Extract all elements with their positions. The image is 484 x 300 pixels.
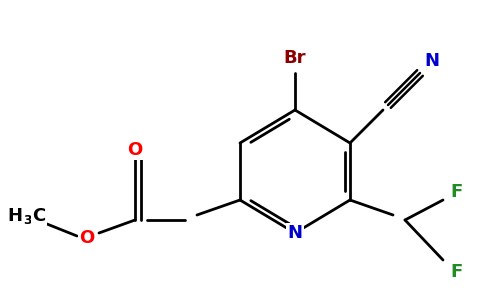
Text: O: O — [127, 141, 143, 159]
Text: O: O — [79, 229, 95, 247]
Text: F: F — [451, 183, 463, 201]
Text: 3: 3 — [24, 214, 32, 227]
Text: C: C — [32, 207, 45, 225]
Text: H: H — [7, 207, 22, 225]
Text: Br: Br — [284, 49, 306, 67]
Text: N: N — [424, 52, 439, 70]
Text: N: N — [287, 224, 302, 242]
Text: F: F — [451, 263, 463, 281]
